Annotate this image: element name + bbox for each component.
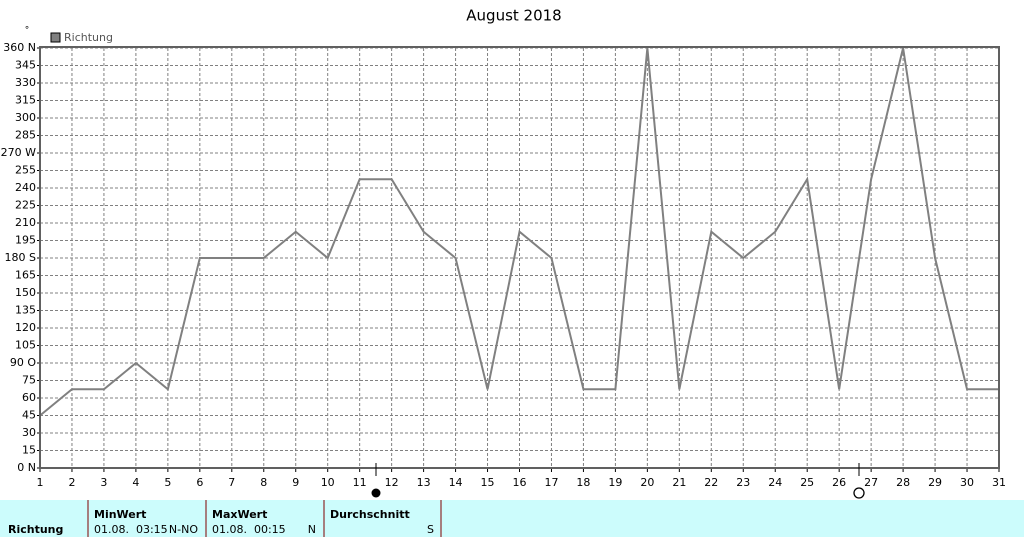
x-tick-label: 2 (68, 476, 75, 489)
x-tick-label: 31 (992, 476, 1006, 489)
chart-title: August 2018 (466, 7, 561, 25)
y-tick-label: 135 (15, 304, 36, 317)
max-value: N (308, 523, 316, 536)
x-tick-label: 23 (736, 476, 750, 489)
x-tick-label: 8 (260, 476, 267, 489)
y-tick-label: 105 (15, 339, 36, 352)
y-tick-label: 270 W (1, 146, 36, 159)
y-tick-label: 360 N (3, 41, 36, 54)
y-tick-label: 0 N (17, 461, 36, 474)
y-tick-label: 90 O (10, 356, 36, 369)
legend-label: Richtung (64, 31, 113, 44)
legend-swatch (50, 32, 61, 43)
y-tick-label: 195 (15, 234, 36, 247)
x-tick-label: 30 (960, 476, 974, 489)
x-tick-label: 7 (228, 476, 235, 489)
x-tick-label: 21 (672, 476, 686, 489)
y-tick-label: 150 (15, 286, 36, 299)
y-tick-label: 60 (22, 391, 36, 404)
x-tick-label: 5 (164, 476, 171, 489)
x-tick-label: 17 (544, 476, 558, 489)
x-tick-label: 9 (292, 476, 299, 489)
plot-border (39, 46, 1000, 469)
x-tick-label: 27 (864, 476, 878, 489)
col-header: MinWert (94, 508, 146, 521)
col-header: Durchschnitt (330, 508, 410, 521)
data-line (39, 47, 999, 417)
y-unit: ° (25, 26, 30, 36)
y-tick-label: 255 (15, 164, 36, 177)
y-tick-label: 330 (15, 76, 36, 89)
x-tick-label: 14 (449, 476, 463, 489)
x-tick-label: 28 (896, 476, 910, 489)
x-tick-label: 13 (417, 476, 431, 489)
full-moon-icon (853, 487, 865, 499)
x-tick-label: 11 (353, 476, 367, 489)
x-tick-label: 22 (704, 476, 718, 489)
x-tick-label: 20 (640, 476, 654, 489)
x-tick-label: 18 (576, 476, 590, 489)
y-tick-label: 285 (15, 129, 36, 142)
x-tick-label: 25 (800, 476, 814, 489)
x-tick-label: 1 (37, 476, 44, 489)
x-tick-label: 19 (608, 476, 622, 489)
y-tick-label: 225 (15, 199, 36, 212)
x-tick-label: 4 (132, 476, 139, 489)
table-bg (0, 500, 1024, 537)
x-tick-label: 26 (832, 476, 846, 489)
y-tick-label: 180 S (5, 251, 36, 264)
y-tick-label: 30 (22, 426, 36, 439)
y-tick-label: 345 (15, 59, 36, 72)
x-tick-label: 12 (385, 476, 399, 489)
y-tick-label: 45 (22, 409, 36, 422)
y-tick-label: 210 (15, 216, 36, 229)
y-tick-label: 165 (15, 269, 36, 282)
x-tick-label: 15 (481, 476, 495, 489)
max-time: 01.08. 00:15 (212, 523, 286, 536)
row-label: Richtung (8, 523, 63, 536)
y-tick-label: 300 (15, 111, 36, 124)
x-tick-label: 24 (768, 476, 782, 489)
y-tick-label: 240 (15, 181, 36, 194)
y-tick-label: 315 (15, 94, 36, 107)
x-tick-label: 3 (100, 476, 107, 489)
x-tick-label: 10 (321, 476, 335, 489)
min-time: 01.08. 03:15 (94, 523, 168, 536)
y-tick-label: 120 (15, 321, 36, 334)
summary-table: Richtung MinWert 01.08. 03:15 N-NO MaxWe… (0, 500, 1024, 537)
x-tick-label: 6 (196, 476, 203, 489)
col-header: MaxWert (212, 508, 267, 521)
x-tick-label: 16 (513, 476, 527, 489)
x-tick-label: 29 (928, 476, 942, 489)
y-tick-label: 75 (22, 374, 36, 387)
new-moon-icon (371, 488, 381, 498)
min-value: N-NO (169, 523, 198, 536)
y-tick-label: 15 (22, 444, 36, 457)
avg-value: S (427, 523, 434, 536)
